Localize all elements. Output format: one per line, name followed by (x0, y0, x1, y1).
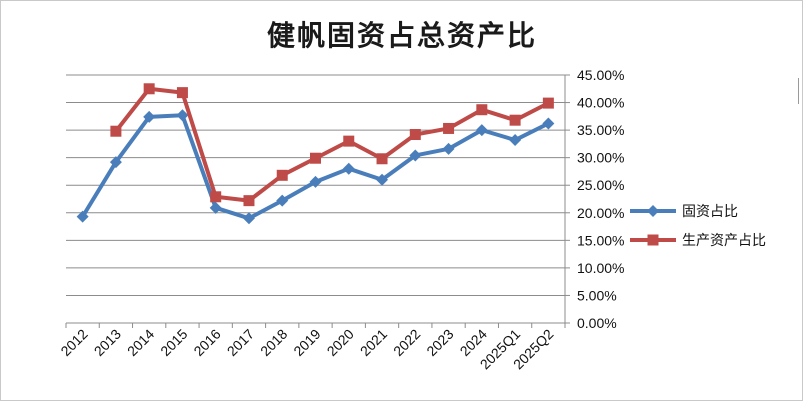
data-point-square (509, 114, 521, 126)
x-tick-label: 2015 (157, 326, 190, 359)
data-point-diamond (309, 175, 322, 188)
y-tick-label: 25.00% (577, 177, 624, 193)
x-tick-label: 2022 (390, 326, 423, 359)
data-point-diamond (176, 109, 189, 122)
data-point-square (143, 83, 155, 95)
x-tick-label: 2012 (57, 326, 90, 359)
x-tick-label: 2016 (190, 326, 223, 359)
legend-marker-square (647, 234, 659, 246)
data-point-square (476, 104, 488, 116)
x-tick-label: 2020 (324, 326, 357, 359)
chart-title: 健帆固资占总资产比 (266, 19, 537, 52)
legend-label: 生产资产占比 (682, 233, 766, 249)
data-point-diamond (276, 194, 289, 207)
y-tick-label: 40.00% (577, 95, 624, 111)
data-point-square (243, 195, 255, 207)
y-tick-label: 0.00% (577, 315, 617, 331)
x-tick-label: 2021 (357, 326, 390, 359)
x-tick-label: 2017 (224, 326, 257, 359)
data-point-square (542, 97, 554, 109)
legend-marker-diamond (647, 205, 659, 217)
resize-handle[interactable] (798, 78, 803, 104)
y-tick-label: 20.00% (577, 205, 624, 221)
data-point-diamond (342, 162, 355, 175)
y-tick-label: 45.00% (577, 67, 624, 83)
data-point-square (409, 129, 421, 141)
x-tick-label: 2023 (423, 326, 456, 359)
legend-label: 固资占比 (682, 204, 738, 220)
data-point-square (376, 153, 388, 165)
y-tick-label: 30.00% (577, 150, 624, 166)
data-point-diamond (542, 117, 555, 130)
y-tick-label: 35.00% (577, 122, 624, 138)
y-tick-label: 5.00% (577, 287, 617, 303)
data-point-diamond (442, 142, 455, 155)
data-point-diamond (76, 210, 89, 223)
x-tick-label: 2014 (124, 326, 157, 359)
data-point-diamond (143, 110, 156, 123)
data-point-square (310, 152, 321, 164)
data-point-diamond (242, 212, 255, 225)
data-point-square (110, 125, 122, 137)
y-tick-label: 15.00% (577, 232, 624, 248)
data-point-diamond (409, 149, 422, 162)
series-line (114, 86, 550, 203)
data-point-square (210, 191, 222, 203)
data-point-square (176, 87, 188, 99)
data-point-diamond (109, 156, 122, 169)
data-point-diamond (509, 134, 522, 147)
data-point-square (276, 169, 288, 181)
x-tick-label: 2018 (257, 326, 290, 359)
data-point-diamond (209, 201, 222, 214)
data-point-square (443, 122, 455, 134)
data-point-square (343, 135, 355, 147)
x-tick-label: 2013 (91, 326, 124, 359)
x-tick-label: 2019 (290, 326, 323, 359)
data-point-diamond (376, 173, 389, 186)
y-tick-label: 10.00% (577, 260, 624, 276)
data-point-diamond (475, 124, 488, 137)
